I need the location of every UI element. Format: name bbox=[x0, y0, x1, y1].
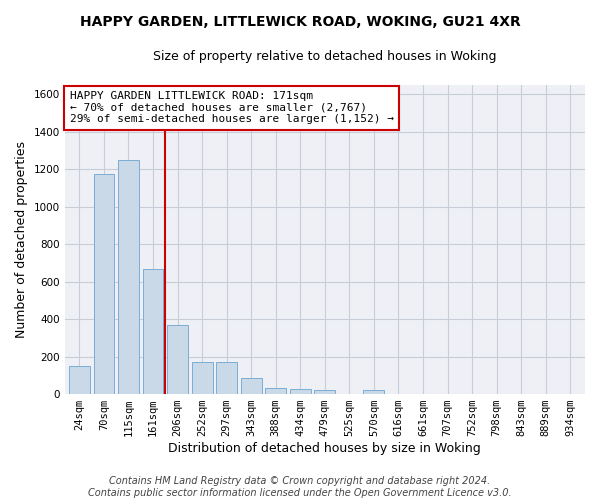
Bar bbox=[143, 268, 163, 394]
Bar bbox=[118, 160, 139, 394]
Bar bbox=[167, 325, 188, 394]
Title: Size of property relative to detached houses in Woking: Size of property relative to detached ho… bbox=[153, 50, 497, 63]
Y-axis label: Number of detached properties: Number of detached properties bbox=[15, 141, 28, 338]
Bar bbox=[191, 362, 212, 394]
Bar bbox=[314, 390, 335, 394]
Bar bbox=[364, 390, 385, 394]
Bar bbox=[69, 366, 90, 394]
X-axis label: Distribution of detached houses by size in Woking: Distribution of detached houses by size … bbox=[169, 442, 481, 455]
Bar bbox=[216, 362, 237, 394]
Text: HAPPY GARDEN, LITTLEWICK ROAD, WOKING, GU21 4XR: HAPPY GARDEN, LITTLEWICK ROAD, WOKING, G… bbox=[80, 15, 520, 29]
Text: HAPPY GARDEN LITTLEWICK ROAD: 171sqm
← 70% of detached houses are smaller (2,767: HAPPY GARDEN LITTLEWICK ROAD: 171sqm ← 7… bbox=[70, 91, 394, 124]
Bar bbox=[290, 390, 311, 394]
Text: Contains HM Land Registry data © Crown copyright and database right 2024.
Contai: Contains HM Land Registry data © Crown c… bbox=[88, 476, 512, 498]
Bar bbox=[265, 388, 286, 394]
Bar bbox=[241, 378, 262, 394]
Bar bbox=[94, 174, 115, 394]
